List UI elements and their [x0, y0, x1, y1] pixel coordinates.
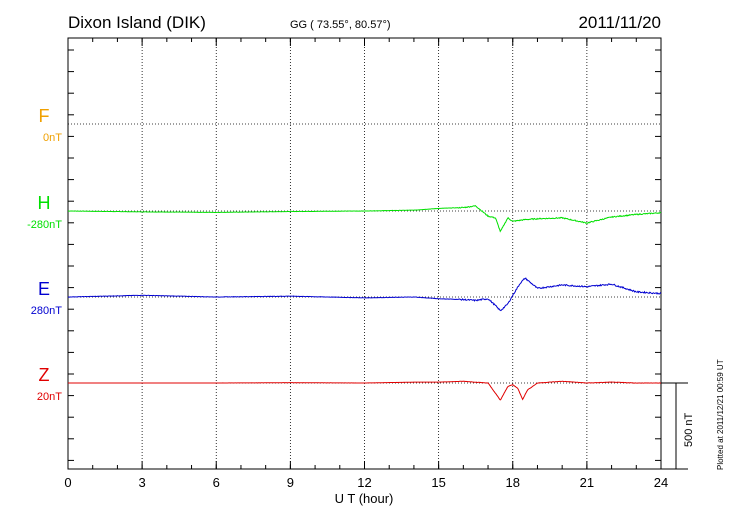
ticks [67, 38, 662, 469]
date-label: 2011/11/20 [578, 13, 661, 32]
x-tick-label: 18 [506, 475, 520, 490]
channel-labels: F 0nT H -280nT E 280nT Z 20nT [27, 106, 62, 403]
x-tick-labels: 0 3 6 9 12 15 18 21 24 [64, 475, 668, 490]
channel-baseline-h: -280nT [27, 219, 62, 231]
x-tick-label: 21 [580, 475, 594, 490]
x-tick-label: 3 [139, 475, 146, 490]
scale-bar-label: 500 nT [683, 412, 695, 447]
x-axis-label: U T (hour) [335, 491, 394, 506]
channel-label-h: H [38, 193, 51, 213]
plotted-at-note: Plotted at 2011/12/21 00:59 UT [716, 359, 725, 470]
trace-z [67, 380, 662, 401]
grid [68, 38, 661, 469]
x-tick-label: 0 [64, 475, 71, 490]
channel-label-z: Z [39, 365, 50, 385]
x-tick-label: 6 [213, 475, 220, 490]
x-tick-label: 9 [287, 475, 294, 490]
x-tick-label: 12 [357, 475, 371, 490]
channel-label-e: E [38, 279, 50, 299]
trace-e [67, 277, 662, 312]
x-tick-label: 15 [431, 475, 445, 490]
station-title: Dixon Island (DIK) [68, 13, 206, 32]
channel-label-f: F [39, 106, 50, 126]
scale-bar [661, 382, 688, 470]
channel-baseline-f: 0nT [43, 132, 62, 144]
trace-h [67, 205, 662, 233]
traces [67, 205, 662, 401]
channel-baseline-e: 280nT [31, 305, 62, 317]
coordinates-label: GG ( 73.55°, 80.57°) [290, 19, 391, 31]
channel-baseline-z: 20nT [37, 391, 62, 403]
x-tick-label: 24 [654, 475, 668, 490]
